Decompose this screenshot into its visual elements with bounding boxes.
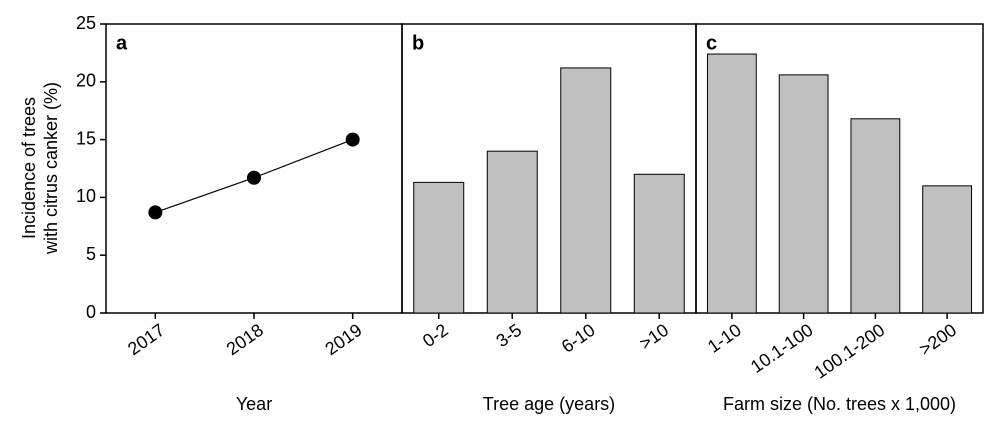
y-axis-title: Incidence of trees (19, 97, 39, 239)
x-tick-label: >200 (915, 320, 960, 360)
y-tick-label: 0 (86, 302, 96, 322)
x-tick-label: 2018 (223, 320, 267, 359)
marker (148, 205, 163, 220)
bar (922, 185, 973, 314)
panel-label: a (116, 32, 128, 54)
marker (247, 170, 261, 185)
panel-frame (105, 23, 403, 314)
bar (633, 173, 685, 314)
marker (345, 132, 360, 147)
y-tick-label: 5 (86, 244, 96, 264)
x-tick-label: 10.1-100 (747, 320, 817, 377)
bar (486, 150, 538, 314)
x-tick-label: >10 (636, 320, 672, 354)
bar (413, 181, 465, 314)
x-tick-label: 0-2 (419, 320, 452, 351)
y-axis-title: with citrus canker (%) (41, 82, 61, 255)
panel-label: c (706, 32, 717, 54)
x-tick-label: 6-10 (558, 320, 599, 357)
x-axis-title: Tree age (years) (483, 394, 615, 414)
bar (706, 53, 757, 314)
bar (560, 67, 612, 314)
panel-frame (695, 23, 984, 314)
x-tick-label: 100.1-200 (811, 320, 889, 383)
x-tick-label: 3-5 (492, 320, 525, 351)
y-tick-label: 25 (76, 13, 96, 33)
y-tick-label: 10 (76, 186, 96, 206)
x-axis-title: Year (236, 394, 272, 414)
x-axis-title: Farm size (No. trees x 1,000) (723, 394, 956, 414)
x-tick-label: 1-10 (704, 320, 745, 357)
bar (850, 118, 901, 314)
y-tick-label: 15 (76, 128, 96, 148)
panel-label: b (412, 32, 424, 54)
bar (778, 74, 829, 314)
x-tick-label: 2019 (321, 320, 365, 359)
x-tick-label: 2017 (124, 320, 168, 359)
y-tick-label: 20 (76, 71, 96, 91)
